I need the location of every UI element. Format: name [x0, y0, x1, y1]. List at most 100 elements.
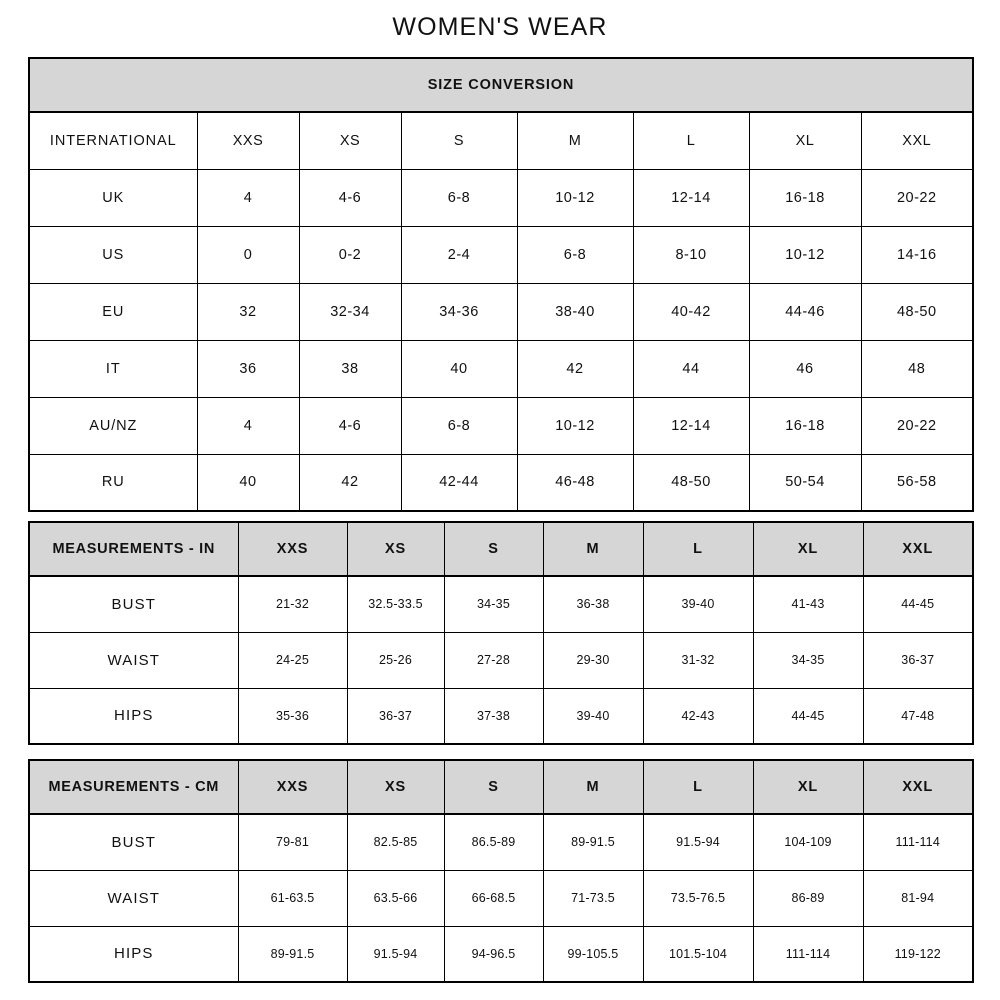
measurements-inches-table: MEASUREMENTS - IN XXS XS S M L XL XXL BU…	[28, 521, 974, 745]
table-cell: 73.5-76.5	[642, 869, 754, 927]
table-cell: 36	[196, 339, 300, 398]
page-title: WOMEN'S WEAR	[392, 13, 608, 41]
table-cell: 86-89	[752, 869, 864, 927]
column-header-row: MEASUREMENTS - IN XXS XS S M L XL XXL	[28, 521, 974, 577]
table-cell: 119-122	[862, 925, 974, 983]
table-cell: 10-12	[516, 168, 634, 227]
table-cell: 40	[196, 453, 300, 512]
table-cell: 111-114	[752, 925, 864, 983]
column-header-l: L	[642, 759, 754, 815]
table-cell: 42-43	[642, 687, 754, 745]
table-cell: 14-16	[860, 225, 974, 284]
table-cell: 42	[298, 453, 402, 512]
row-label: AU/NZ	[28, 396, 198, 455]
table-cell: 10-12	[516, 396, 634, 455]
table-cell: 25-26	[346, 631, 445, 689]
table-cell: 32.5-33.5	[346, 575, 445, 633]
table-row: BUST 79-81 82.5-85 86.5-89 89-91.5 91.5-…	[28, 813, 974, 871]
table-cell: 12-14	[632, 168, 750, 227]
table-cell: 42-44	[400, 453, 518, 512]
column-header-international: INTERNATIONAL	[28, 111, 198, 170]
table-cell: 36-37	[862, 631, 974, 689]
column-header-m: M	[516, 111, 634, 170]
table-cell: 36-38	[542, 575, 644, 633]
table-cell: 6-8	[516, 225, 634, 284]
table-cell: 48	[860, 339, 974, 398]
column-header-xxs: XXS	[196, 111, 300, 170]
column-header-s: S	[443, 759, 544, 815]
table-cell: 4-6	[298, 396, 402, 455]
measurements-inches-tbody: BUST 21-32 32.5-33.5 34-35 36-38 39-40 4…	[28, 575, 974, 745]
row-label: HIPS	[28, 687, 239, 745]
size-conversion-banner: SIZE CONVERSION	[28, 57, 974, 113]
table-cell: 41-43	[752, 575, 864, 633]
measurements-inches-thead: MEASUREMENTS - IN XXS XS S M L XL XXL	[28, 521, 974, 577]
table-row: EU 32 32-34 34-36 38-40 40-42 44-46 48-5…	[28, 282, 974, 341]
column-header-l: L	[642, 521, 754, 577]
table-cell: 34-35	[443, 575, 544, 633]
table-cell: 35-36	[237, 687, 348, 745]
table-cell: 21-32	[237, 575, 348, 633]
table-cell: 99-105.5	[542, 925, 644, 983]
table-cell: 37-38	[443, 687, 544, 745]
column-header-row: INTERNATIONAL XXS XS S M L XL XXL	[28, 111, 974, 170]
table-cell: 4-6	[298, 168, 402, 227]
row-label: EU	[28, 282, 198, 341]
table-cell: 31-32	[642, 631, 754, 689]
row-label: BUST	[28, 813, 239, 871]
column-header-xs: XS	[298, 111, 402, 170]
table-cell: 4	[196, 396, 300, 455]
table-cell: 40-42	[632, 282, 750, 341]
column-header-m: M	[542, 521, 644, 577]
table-row: AU/NZ 4 4-6 6-8 10-12 12-14 16-18 20-22	[28, 396, 974, 455]
column-header-xs: XS	[346, 521, 445, 577]
column-header-xl: XL	[752, 759, 864, 815]
table-row: RU 40 42 42-44 46-48 48-50 50-54 56-58	[28, 453, 974, 512]
table-cell: 36-37	[346, 687, 445, 745]
table-cell: 0-2	[298, 225, 402, 284]
column-header-row: MEASUREMENTS - CM XXS XS S M L XL XXL	[28, 759, 974, 815]
table-cell: 32	[196, 282, 300, 341]
table-row: BUST 21-32 32.5-33.5 34-35 36-38 39-40 4…	[28, 575, 974, 633]
table-cell: 44-45	[862, 575, 974, 633]
column-header-xl: XL	[752, 521, 864, 577]
table-cell: 61-63.5	[237, 869, 348, 927]
column-header-xxl: XXL	[860, 111, 974, 170]
table-cell: 16-18	[748, 396, 862, 455]
table-cell: 39-40	[642, 575, 754, 633]
table-cell: 39-40	[542, 687, 644, 745]
table-cell: 46-48	[516, 453, 634, 512]
row-label: IT	[28, 339, 198, 398]
column-header-s: S	[400, 111, 518, 170]
table-cell: 89-91.5	[237, 925, 348, 983]
table-cell: 111-114	[862, 813, 974, 871]
row-label: UK	[28, 168, 198, 227]
column-header-measurements-cm: MEASUREMENTS - CM	[28, 759, 239, 815]
table-cell: 48-50	[632, 453, 750, 512]
table-row: WAIST 61-63.5 63.5-66 66-68.5 71-73.5 73…	[28, 869, 974, 927]
table-cell: 10-12	[748, 225, 862, 284]
table-row: IT 36 38 40 42 44 46 48	[28, 339, 974, 398]
table-cell: 29-30	[542, 631, 644, 689]
size-conversion-tbody: UK 4 4-6 6-8 10-12 12-14 16-18 20-22 US …	[28, 168, 974, 512]
table-cell: 38-40	[516, 282, 634, 341]
table-cell: 71-73.5	[542, 869, 644, 927]
table-cell: 44-46	[748, 282, 862, 341]
row-label: WAIST	[28, 869, 239, 927]
table-row: HIPS 35-36 36-37 37-38 39-40 42-43 44-45…	[28, 687, 974, 745]
table-cell: 40	[400, 339, 518, 398]
table-cell: 42	[516, 339, 634, 398]
column-header-xs: XS	[346, 759, 445, 815]
column-header-m: M	[542, 759, 644, 815]
table-cell: 56-58	[860, 453, 974, 512]
measurements-cm-table: MEASUREMENTS - CM XXS XS S M L XL XXL BU…	[28, 759, 974, 983]
column-header-xxl: XXL	[862, 521, 974, 577]
table-cell: 63.5-66	[346, 869, 445, 927]
table-cell: 91.5-94	[642, 813, 754, 871]
table-cell: 47-48	[862, 687, 974, 745]
table-row: HIPS 89-91.5 91.5-94 94-96.5 99-105.5 10…	[28, 925, 974, 983]
table-cell: 44	[632, 339, 750, 398]
size-conversion-thead: SIZE CONVERSION INTERNATIONAL XXS XS S M…	[28, 57, 974, 170]
table-cell: 6-8	[400, 396, 518, 455]
table-cell: 79-81	[237, 813, 348, 871]
